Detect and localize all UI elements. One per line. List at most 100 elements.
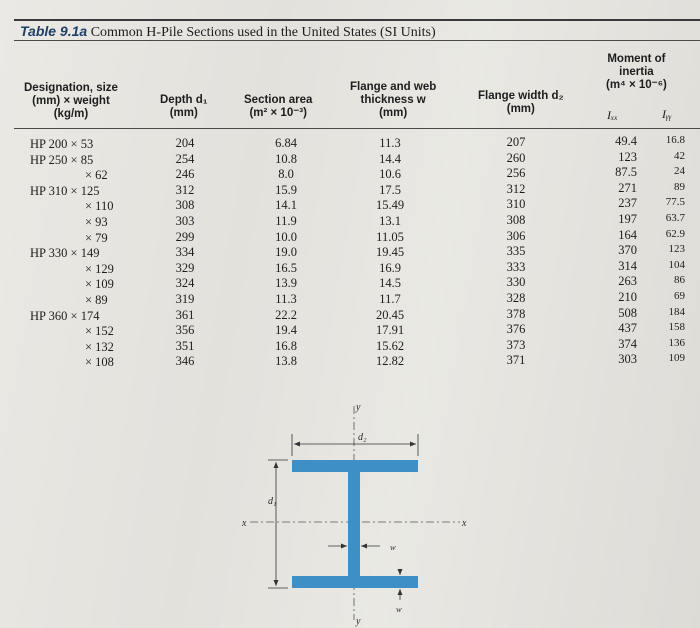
thickness-column: 11.3 14.4 10.6 17.5 15.49 13.1 11.05 19.… [368,136,412,370]
thickness-cell: 11.3 [379,136,401,150]
x-axis-label-right: x [461,518,467,529]
w-web-arrow-right [361,543,367,549]
iyy-cell: 104 [668,258,686,271]
designation-cell: HP 200 × 53 [30,137,94,151]
depth-cell: 334 [175,245,195,260]
h-section-shape [292,460,418,588]
designation-cell: × 152 [85,324,114,339]
area-cell: 11.3 [275,291,297,306]
ixx-cell: 263 [618,274,637,289]
depth-cell: 299 [175,229,195,244]
iyy-cell: 42 [674,149,685,162]
w-web-label: w [390,542,396,552]
ixx-cell: 370 [618,243,637,258]
designation-cell: × 108 [85,355,114,370]
thickness-cell: 13.1 [379,213,401,228]
designation-cell: × 93 [85,214,108,229]
w-flange-arrow-bottom [397,589,403,595]
header-moment-of-inertia: Moment of inertia (m⁴ × 10⁻⁶) [606,53,667,91]
depth-cell: 361 [175,307,195,322]
ixx-cell: 508 [618,305,637,320]
header-ixx: Iₓₓ [607,108,618,122]
iyy-cell: 184 [668,305,686,318]
area-cell: 14.1 [275,198,297,213]
depth-cell: 312 [175,182,195,197]
designation-cell: × 79 [85,230,108,245]
h-pile-section-figure: y y x x d₁ d₂ w w [241,402,467,627]
designation-cell: × 132 [85,339,114,354]
flange-width-cell: 312 [506,181,526,196]
w-flange-label: w [396,604,402,614]
ixx-cell: 123 [618,149,637,164]
thickness-cell: 14.4 [379,151,401,166]
area-cell: 10.0 [275,229,297,244]
flange-width-cell: 306 [506,228,526,243]
y-axis-label-top: y [355,402,361,413]
iyy-cell: 62.9 [665,227,685,240]
y-axis-label-bottom: y [355,616,361,627]
ixx-cell: 303 [618,352,637,367]
thickness-cell: 12.82 [375,354,405,369]
flange-width-cell: 378 [506,306,526,321]
header-thickness: Flange and web thickness w (mm) [350,81,437,119]
flange-width-cell: 260 [506,150,526,165]
w-flange-arrow-top [397,569,403,575]
depth-cell: 346 [175,354,195,369]
iyy-cell: 86 [674,274,685,287]
flange-width-cell: 330 [506,275,526,290]
depth-cell: 319 [175,291,195,306]
designation-cell: × 89 [85,292,108,307]
thickness-cell: 16.9 [379,260,401,275]
iyy-cell: 158 [668,321,686,334]
designation-cell: × 109 [85,277,114,292]
area-cell: 15.9 [275,182,297,197]
top-flange [292,460,418,472]
ixx-cell: 197 [618,211,637,226]
ixx-cell: 164 [618,227,637,242]
depth-cell: 329 [175,260,195,275]
thickness-cell: 14.5 [379,276,401,291]
ixx-cell: 437 [618,321,637,336]
w-web-arrow-left [341,543,347,549]
table-caption: Table 9.1a Common H-Pile Sections used i… [20,23,436,41]
area-cell: 13.9 [275,276,297,291]
ixx-cell: 210 [618,289,637,304]
designation-cell: × 129 [85,261,114,276]
flange-width-cell: 308 [506,212,526,227]
flange-width-cell: 333 [506,259,526,274]
d2-arrow-left [294,441,300,447]
iyy-cell: 16.8 [665,134,685,146]
thickness-cell: 11.05 [376,229,404,244]
bottom-flange [292,576,418,588]
designation-cell: HP 250 × 85 [30,152,94,167]
depth-cell: 356 [175,323,195,338]
header-iyy: Iᵧᵧ [662,107,672,121]
flange-width-cell: 207 [506,135,526,149]
d2-label: d₂ [358,432,367,443]
thickness-cell: 15.49 [375,198,405,213]
header-designation: Designation, size (mm) × weight (kg/m) [24,82,118,120]
web [348,472,360,576]
ixx-cell: 237 [618,196,637,211]
depth-cell: 351 [175,338,195,353]
area-cell: 16.8 [275,338,297,353]
caption-rule [14,40,700,41]
flange-width-cell: 373 [506,337,526,352]
area-cell: 19.0 [275,245,297,260]
flange-width-cell: 310 [506,197,526,212]
iyy-cell: 69 [674,289,685,302]
d1-label: d₁ [268,496,276,507]
depth-cell: 324 [175,276,195,291]
designation-cell: HP 310 × 125 [30,183,100,198]
flange-width-cell: 371 [506,353,526,368]
header-depth: Depth d₁ (mm) [160,94,208,119]
iyy-cell: 136 [668,336,686,349]
header-flange-width: Flange width d₂ (mm) [478,90,564,115]
d1-arrow-top [273,462,279,468]
ixx-cell: 374 [618,336,637,351]
flange-width-cell: 335 [506,244,526,259]
ixx-cell: 49.4 [615,134,637,148]
table-number: Table 9.1a [20,23,88,39]
area-cell: 22.2 [275,307,297,322]
thickness-cell: 17.91 [375,323,405,338]
